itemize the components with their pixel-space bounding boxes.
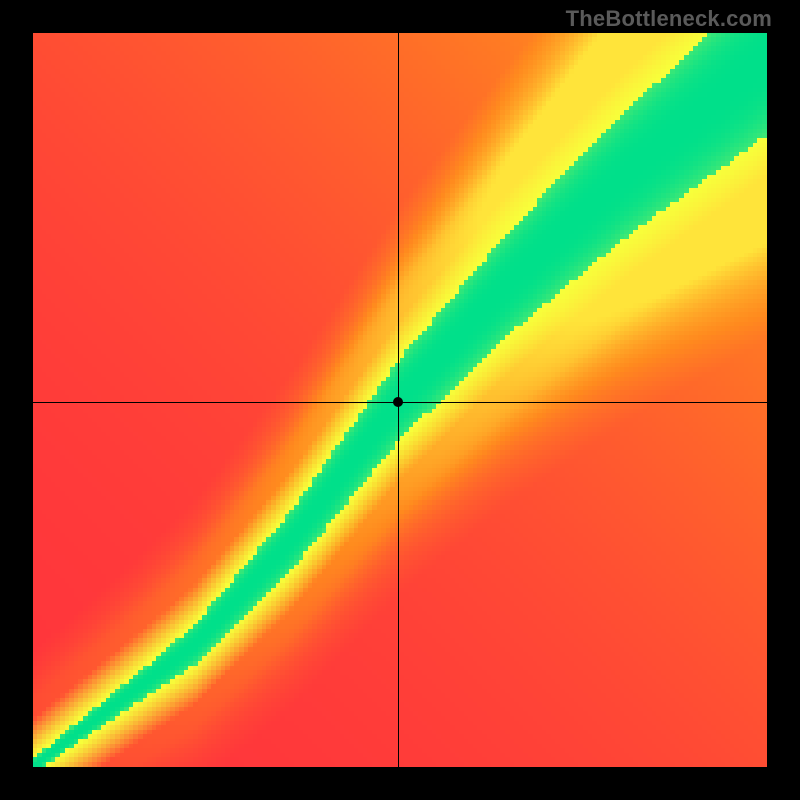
chart-frame: TheBottleneck.com bbox=[0, 0, 800, 800]
watermark-text: TheBottleneck.com bbox=[566, 6, 772, 32]
crosshair-marker bbox=[393, 397, 403, 407]
plot-area bbox=[33, 33, 767, 767]
